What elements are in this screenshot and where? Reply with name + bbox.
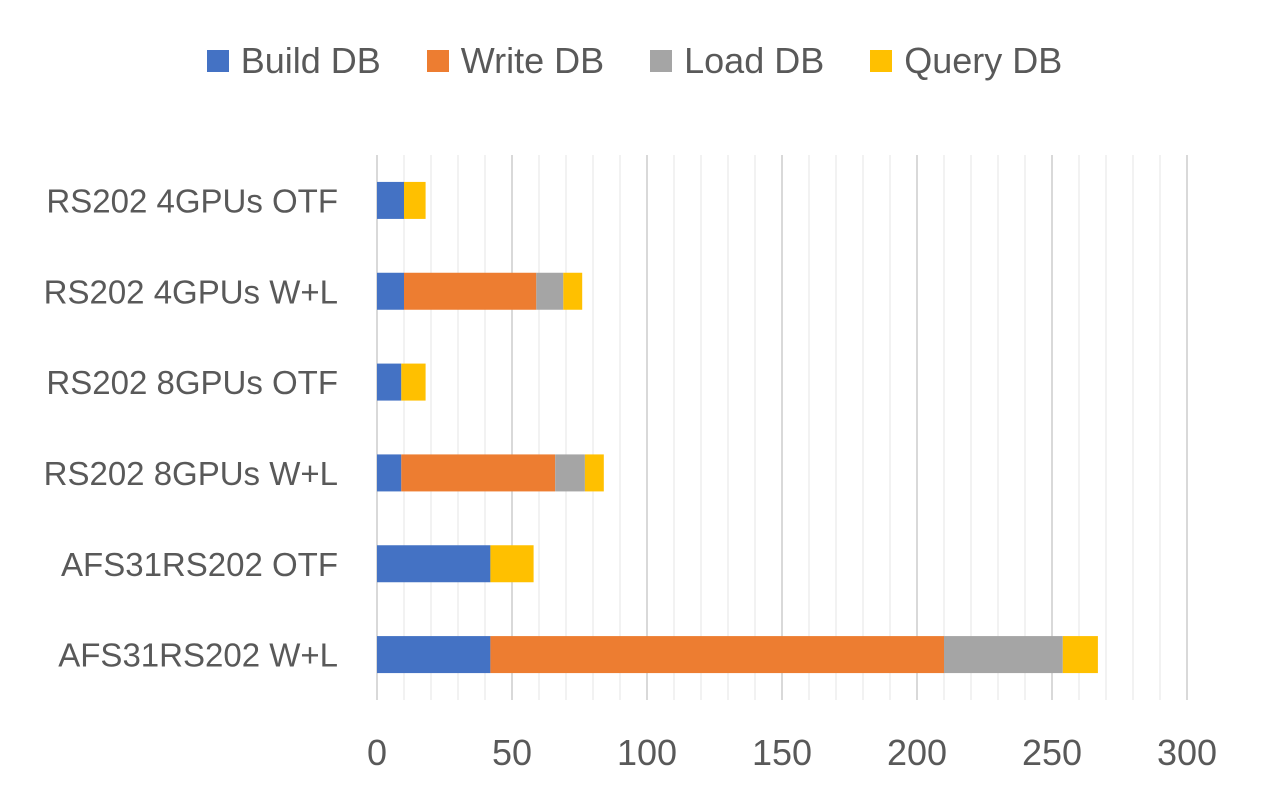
legend-swatch-write-db bbox=[426, 50, 449, 72]
bar-segment-build-db bbox=[377, 363, 402, 401]
legend-swatch-query-db bbox=[870, 50, 893, 72]
bar-segment-query-db bbox=[401, 363, 426, 401]
x-tick-label: 300 bbox=[1157, 732, 1217, 773]
bar-segment-query-db bbox=[490, 545, 534, 583]
legend-label-query-db: Query DB bbox=[904, 40, 1063, 81]
legend-item-write-db: Write DB bbox=[426, 40, 605, 82]
legend-item-load-db: Load DB bbox=[650, 40, 824, 82]
legend-item-query-db: Query DB bbox=[870, 40, 1062, 82]
legend-swatch-build-db bbox=[206, 50, 229, 72]
legend-item-build-db: Build DB bbox=[206, 40, 381, 82]
x-tick-label: 0 bbox=[367, 732, 387, 773]
legend-swatch-load-db bbox=[650, 50, 673, 72]
bar-segment-load-db bbox=[536, 272, 564, 310]
x-tick-label: 150 bbox=[752, 732, 812, 773]
bar-segment-query-db bbox=[1062, 636, 1098, 674]
y-category-label: RS202 8GPUs W+L bbox=[44, 455, 338, 492]
bar-segment-query-db bbox=[404, 181, 426, 219]
x-tick-label: 100 bbox=[617, 732, 677, 773]
bar-segment-write-db bbox=[404, 272, 537, 310]
bar-segment-build-db bbox=[377, 181, 404, 219]
bar-segment-query-db bbox=[584, 454, 604, 492]
x-tick-label: 200 bbox=[887, 732, 947, 773]
x-tick-label: 250 bbox=[1022, 732, 1082, 773]
bar-segment-query-db bbox=[563, 272, 583, 310]
x-tick-label: 50 bbox=[492, 732, 532, 773]
legend-label-write-db: Write DB bbox=[460, 40, 605, 81]
bar-segment-write-db bbox=[401, 454, 556, 492]
y-category-label: RS202 4GPUs OTF bbox=[46, 182, 338, 219]
chart-legend: Build DB Write DB Load DB Query DB bbox=[0, 40, 1269, 82]
y-category-label: AFS31RS202 OTF bbox=[61, 546, 338, 583]
y-category-label: RS202 4GPUs W+L bbox=[44, 273, 338, 310]
bar-segment-build-db bbox=[377, 272, 404, 310]
y-category-label: AFS31RS202 W+L bbox=[58, 637, 338, 674]
legend-label-load-db: Load DB bbox=[684, 40, 825, 81]
bar-segment-write-db bbox=[490, 636, 944, 674]
bar-segment-build-db bbox=[377, 454, 402, 492]
legend-label-build-db: Build DB bbox=[240, 40, 381, 81]
bar-segment-load-db bbox=[944, 636, 1063, 674]
bar-segment-build-db bbox=[377, 545, 491, 583]
bar-segment-load-db bbox=[555, 454, 585, 492]
y-category-label: RS202 8GPUs OTF bbox=[46, 364, 338, 401]
bar-segment-build-db bbox=[377, 636, 491, 674]
